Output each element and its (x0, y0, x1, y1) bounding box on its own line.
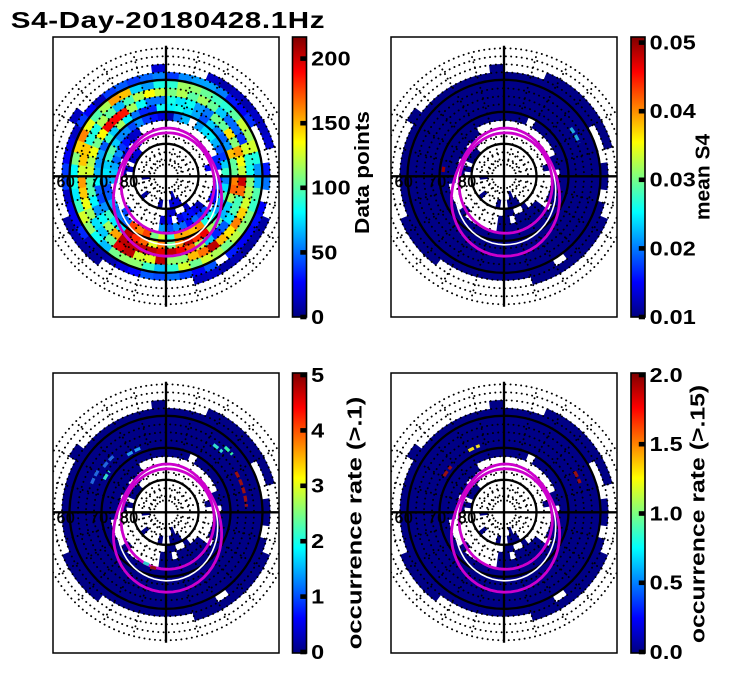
svg-text:3: 3 (311, 474, 324, 497)
svg-text:100: 100 (311, 176, 351, 199)
svg-text:occurrence rate (>.15): occurrence rate (>.15) (687, 385, 709, 643)
svg-text:0.5: 0.5 (650, 571, 683, 594)
svg-text:4: 4 (311, 419, 324, 442)
svg-text:1: 1 (311, 585, 324, 608)
svg-text:0.05: 0.05 (650, 31, 696, 54)
svg-text:70: 70 (90, 510, 109, 527)
svg-text:70: 70 (90, 174, 109, 191)
svg-text:0.03: 0.03 (650, 168, 696, 191)
svg-text:2: 2 (311, 530, 324, 553)
svg-text:60: 60 (395, 510, 414, 527)
svg-text:Data points: Data points (351, 111, 373, 234)
svg-text:S4-Day-20180428.1Hz: S4-Day-20180428.1Hz (11, 7, 325, 33)
svg-text:1.0: 1.0 (650, 502, 683, 525)
svg-text:150: 150 (311, 112, 351, 135)
svg-text:80: 80 (120, 174, 139, 191)
svg-text:0.01: 0.01 (650, 306, 696, 329)
svg-text:2.0: 2.0 (650, 364, 683, 387)
svg-text:occurrence rate (>.1): occurrence rate (>.1) (343, 397, 366, 650)
svg-text:80: 80 (120, 510, 139, 527)
svg-text:0.02: 0.02 (650, 237, 696, 260)
svg-text:60: 60 (57, 510, 76, 527)
svg-text:0: 0 (311, 641, 324, 664)
svg-text:70: 70 (428, 174, 447, 191)
svg-text:mean S4: mean S4 (692, 133, 714, 220)
svg-text:60: 60 (395, 174, 414, 191)
svg-text:70: 70 (428, 510, 447, 527)
svg-text:60: 60 (57, 174, 76, 191)
svg-text:0: 0 (311, 306, 324, 329)
svg-text:0.0: 0.0 (650, 641, 683, 664)
svg-text:200: 200 (311, 47, 351, 70)
svg-text:0.04: 0.04 (650, 100, 696, 123)
svg-text:5: 5 (311, 364, 324, 387)
svg-text:50: 50 (311, 241, 337, 264)
svg-text:1.5: 1.5 (650, 433, 683, 456)
svg-text:80: 80 (458, 510, 477, 527)
svg-text:80: 80 (458, 174, 477, 191)
